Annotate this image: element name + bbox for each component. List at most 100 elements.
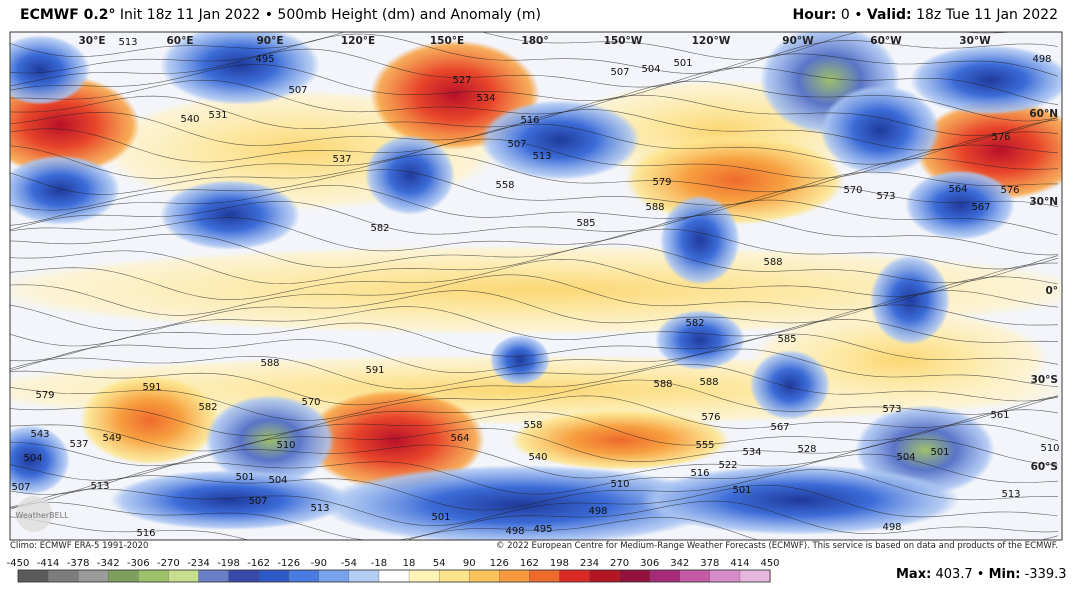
- contour-line: [10, 79, 1059, 122]
- colorbar-swatch: [47, 569, 79, 583]
- contour-label: 549: [102, 433, 121, 444]
- latitude-label: 60°S: [1031, 461, 1058, 473]
- contour-label: 576: [701, 412, 720, 423]
- contour-label: 588: [653, 379, 672, 390]
- anomaly-shade: [820, 85, 940, 175]
- contour-label: 504: [896, 452, 915, 463]
- colorbar-swatch: [228, 569, 260, 583]
- contour-line: [10, 500, 1059, 540]
- header: ECMWF 0.2° Init 18z 11 Jan 2022 • 500mb …: [0, 0, 1080, 32]
- longitude-label: 30°W: [959, 35, 991, 47]
- contour-label: 567: [770, 422, 789, 433]
- contour-label: 585: [777, 334, 796, 345]
- longitude-label: 180°: [521, 35, 548, 47]
- colorbar-tick-label: -54: [341, 558, 357, 569]
- longitude-label: 60°W: [870, 35, 902, 47]
- contour-label: 498: [1032, 54, 1051, 65]
- climo: Climo: ECMWF ERA-5 1991-2020: [10, 541, 148, 551]
- colorbar-swatch: [258, 569, 290, 583]
- contour-label: 540: [180, 114, 199, 125]
- contour-label: 531: [208, 110, 227, 121]
- colorbar-tick-label: 414: [730, 558, 749, 569]
- contour-label: 588: [763, 257, 782, 268]
- contour-label: 570: [843, 185, 862, 196]
- colorbar-tick-label: 198: [550, 558, 569, 569]
- contour-label: 507: [288, 85, 307, 96]
- colorbar-swatch: [378, 569, 410, 583]
- contour-label: 579: [35, 390, 54, 401]
- anomaly-shade: [480, 100, 640, 180]
- contour-label: 495: [255, 54, 274, 65]
- colorbar-swatch: [679, 569, 711, 583]
- contour-label: 537: [69, 439, 88, 450]
- colorbar-swatch: [589, 569, 621, 583]
- contour-line: [10, 94, 1059, 136]
- longitude-label: 150°E: [430, 35, 464, 47]
- contour-line: [10, 243, 1059, 285]
- latitude-label: 0°: [1045, 285, 1058, 297]
- anomaly-shade: [10, 245, 1062, 335]
- contour-label: 501: [235, 472, 254, 483]
- colorbar-swatch: [469, 569, 500, 583]
- contour-line: [10, 214, 1059, 256]
- longitude-label: 90°E: [256, 35, 283, 47]
- contour-label: 558: [495, 180, 514, 191]
- anomaly-shade: [640, 465, 960, 535]
- colorbar-tick-label: 450: [760, 558, 779, 569]
- contour-line: [10, 409, 1059, 452]
- contour-label: 507: [507, 139, 526, 150]
- anomaly-shade: [870, 255, 950, 345]
- contour-label: 528: [797, 444, 816, 455]
- min: -339.3: [1025, 567, 1067, 582]
- contour-label: 582: [685, 318, 704, 329]
- contour-line: [10, 199, 1059, 236]
- anomaly-shade: [510, 410, 730, 470]
- title: Init 18z 11 Jan 2022 • 500mb Height (dm)…: [119, 7, 541, 23]
- colorbar-tick-label: 54: [433, 558, 446, 569]
- colorbar-tick-label: 90: [463, 558, 476, 569]
- valid: 18z Tue 11 Jan 2022: [916, 7, 1058, 23]
- contour-label: 588: [260, 358, 279, 369]
- contour-label: 513: [90, 481, 109, 492]
- contour-label: 555: [695, 440, 714, 451]
- colorbar-swatch: [529, 569, 561, 583]
- contour-label: 504: [268, 475, 287, 486]
- contour-line: [10, 333, 1059, 373]
- colorbar-swatch: [318, 569, 350, 583]
- contour-label: 504: [641, 64, 660, 75]
- contour-line: [10, 153, 1059, 195]
- contour-label: 501: [673, 58, 692, 69]
- contour-label: 501: [431, 512, 450, 523]
- colorbar-swatch: [619, 569, 651, 583]
- contour-line: [10, 64, 1059, 105]
- contour-label: 564: [948, 184, 967, 195]
- latitude-label: 30°N: [1029, 196, 1058, 208]
- colorbar-tick-label: 162: [520, 558, 539, 569]
- contour-line: [10, 48, 1059, 88]
- anomaly-shade: [365, 135, 455, 215]
- colorbar-frame: [17, 569, 771, 583]
- colorbar-tick-label: -90: [311, 558, 327, 569]
- contour-line: [10, 318, 1059, 362]
- contour-line: [10, 348, 1059, 390]
- contour-label: 516: [690, 468, 709, 479]
- anomaly-shade: [160, 180, 300, 250]
- contour-label: 588: [699, 377, 718, 388]
- anomaly-shade: [750, 350, 830, 420]
- contour-label: 534: [742, 447, 761, 458]
- contour-label: 582: [198, 402, 217, 413]
- contour-line: [10, 228, 1059, 270]
- contour-label: 507: [248, 496, 267, 507]
- contour-label: 501: [930, 447, 949, 458]
- contour-label: 527: [452, 75, 471, 86]
- colorbar-tick-label: 306: [640, 558, 659, 569]
- contour-label: 576: [1000, 185, 1019, 196]
- maxmin: Max: 403.7 • Min: -339.3: [896, 567, 1067, 582]
- contour-label: 510: [1040, 443, 1059, 454]
- anomaly-shade: [10, 155, 120, 225]
- colorbar-swatch: [499, 569, 531, 583]
- max-label: Max:: [896, 567, 931, 582]
- hour: 0: [840, 7, 850, 23]
